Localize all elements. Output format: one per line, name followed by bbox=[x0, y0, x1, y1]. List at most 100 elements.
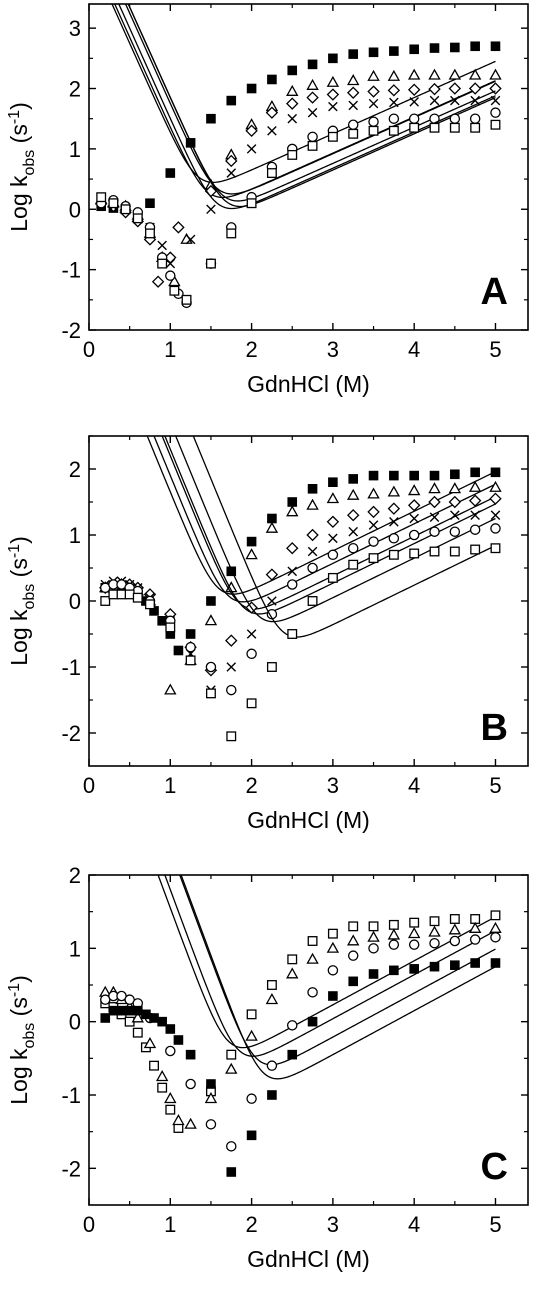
data-point-filled-square bbox=[368, 470, 379, 481]
data-point-diamond bbox=[326, 515, 340, 529]
data-point-square bbox=[449, 914, 460, 924]
data-point-diamond bbox=[367, 505, 380, 519]
y-axis-title: Log kobs (s-1) bbox=[6, 102, 38, 232]
data-point-diamond bbox=[245, 124, 258, 137]
data-point-x bbox=[307, 546, 318, 557]
data-point-circle bbox=[347, 950, 359, 961]
data-point-filled-square bbox=[226, 566, 237, 577]
data-point-triangle bbox=[225, 1062, 238, 1074]
data-point-filled-square bbox=[490, 958, 501, 968]
data-point-x bbox=[409, 97, 419, 107]
data-point-square bbox=[388, 125, 399, 136]
data-point-circle bbox=[165, 270, 176, 281]
fit-line bbox=[114, 4, 496, 199]
data-point-square bbox=[449, 122, 460, 133]
y-tick-label: 2 bbox=[69, 77, 81, 102]
data-point-triangle bbox=[367, 930, 380, 942]
data-point-square bbox=[327, 572, 338, 583]
data-point-circle bbox=[449, 935, 461, 947]
data-point-triangle bbox=[407, 484, 421, 496]
data-point-circle bbox=[388, 113, 400, 124]
data-point-x bbox=[450, 95, 460, 106]
x-tick-label: 5 bbox=[489, 337, 501, 362]
data-point-filled-square bbox=[450, 42, 460, 53]
data-point-filled-square bbox=[100, 1013, 111, 1023]
fit-line bbox=[127, 4, 496, 202]
data-point-triangle bbox=[428, 925, 441, 937]
data-point-triangle bbox=[326, 941, 340, 953]
data-point-triangle bbox=[428, 68, 441, 80]
data-point-circle bbox=[388, 533, 400, 544]
data-point-x bbox=[368, 520, 379, 530]
data-point-filled-square bbox=[328, 991, 338, 1001]
panel-a: 0 1 2 3 4 5 -2 -1 0 1 2 3 GdnHCl (M) Log kobs (s-1) A bbox=[6, 3, 529, 397]
data-point-square bbox=[266, 980, 277, 990]
data-point-diamond bbox=[225, 154, 238, 168]
data-point-square bbox=[388, 549, 399, 560]
data-point-triangle bbox=[347, 934, 360, 946]
data-point-circle bbox=[408, 113, 420, 124]
data-point-diamond bbox=[367, 85, 380, 98]
series-circle bbox=[100, 436, 501, 696]
y-tick-label: 2 bbox=[69, 457, 81, 482]
data-point-square bbox=[145, 228, 155, 239]
data-point-square bbox=[287, 629, 298, 639]
data-point-filled-square bbox=[124, 1005, 135, 1016]
data-point-circle bbox=[307, 562, 318, 574]
data-point-square bbox=[287, 149, 298, 160]
data-point-x bbox=[157, 240, 167, 251]
data-point-circle bbox=[408, 529, 420, 541]
x-tick-label: 1 bbox=[164, 773, 176, 798]
data-point-filled-square bbox=[348, 49, 359, 59]
data-point-triangle bbox=[172, 1114, 185, 1126]
x-tick-label: 2 bbox=[245, 337, 257, 362]
x-tick-label: 3 bbox=[327, 1212, 339, 1237]
data-point-square bbox=[100, 596, 111, 606]
data-point-circle bbox=[490, 932, 501, 943]
data-point-filled-square bbox=[267, 74, 277, 85]
y-tick-label: -2 bbox=[61, 721, 81, 746]
data-point-x bbox=[490, 510, 501, 520]
data-point-diamond bbox=[448, 82, 462, 95]
data-point-triangle bbox=[184, 1117, 197, 1129]
data-point-diamond bbox=[407, 83, 421, 96]
data-point-square bbox=[165, 622, 176, 633]
data-point-triangle bbox=[489, 921, 502, 933]
data-point-diamond bbox=[265, 106, 279, 119]
data-point-triangle bbox=[468, 68, 482, 80]
data-point-diamond bbox=[346, 86, 360, 99]
data-point-circle bbox=[246, 648, 257, 660]
data-point-x bbox=[348, 100, 359, 111]
data-point-filled-square bbox=[145, 198, 155, 209]
data-point-x bbox=[267, 596, 277, 606]
data-point-square bbox=[449, 546, 460, 557]
data-point-triangle bbox=[245, 1029, 258, 1041]
data-point-triangle bbox=[164, 683, 177, 695]
data-point-triangle bbox=[468, 480, 482, 492]
data-point-circle bbox=[246, 1093, 257, 1104]
data-point-circle bbox=[490, 523, 501, 534]
x-tick-label: 5 bbox=[489, 1212, 501, 1237]
data-point-triangle bbox=[347, 488, 360, 500]
x-axis-title: GdnHCl (M) bbox=[247, 807, 370, 833]
data-point-square bbox=[246, 1009, 257, 1020]
data-point-square bbox=[169, 285, 180, 296]
data-point-filled-square bbox=[409, 44, 419, 55]
x-tick-label: 1 bbox=[164, 1212, 176, 1237]
series-diamond bbox=[94, 4, 502, 288]
data-point-diamond bbox=[286, 541, 299, 555]
data-point-triangle bbox=[326, 492, 340, 504]
data-point-triangle bbox=[468, 921, 482, 933]
y-tick-label: -1 bbox=[61, 258, 81, 283]
series-triangle bbox=[94, 4, 502, 287]
data-point-filled-square bbox=[368, 969, 379, 979]
data-point-filled-square bbox=[490, 41, 501, 52]
data-point-square bbox=[157, 1082, 168, 1093]
data-point-filled-square bbox=[267, 513, 277, 524]
data-point-circle bbox=[368, 943, 379, 954]
fit-line bbox=[164, 875, 496, 1057]
data-point-square bbox=[429, 546, 440, 557]
y-tick-label: 0 bbox=[69, 197, 81, 222]
data-point-circle bbox=[185, 1078, 196, 1090]
series-filled-square bbox=[96, 4, 501, 221]
